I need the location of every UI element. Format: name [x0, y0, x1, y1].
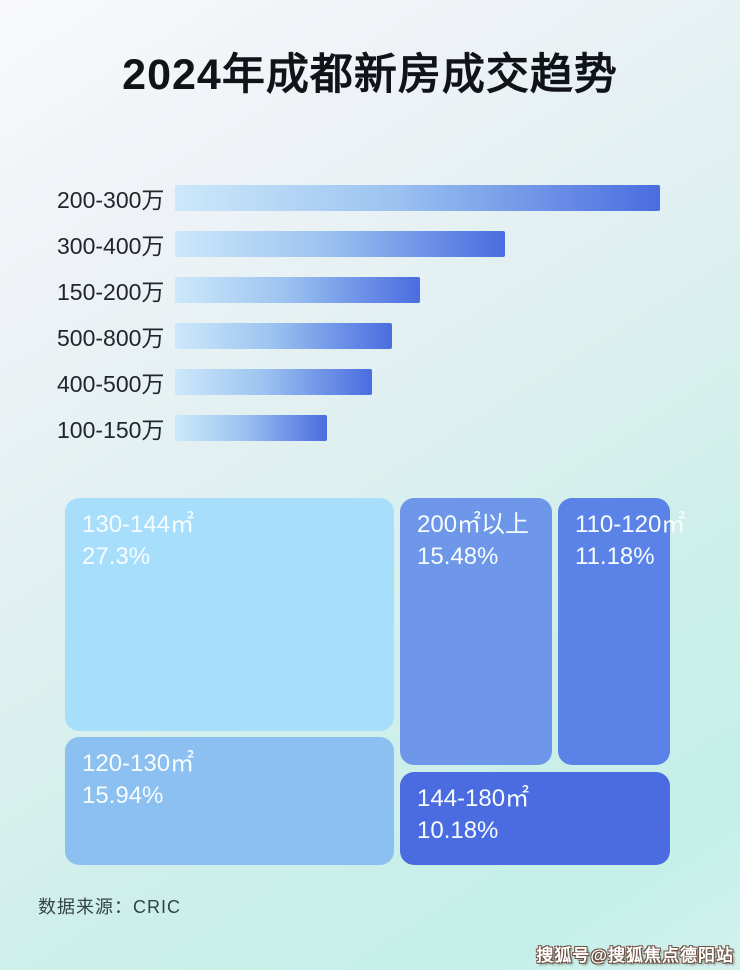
treemap-cell-value: 27.3% [82, 542, 151, 570]
treemap-cell: 200㎡以上 15.48% [400, 498, 552, 765]
bar-category-label: 150-200万 [57, 279, 165, 305]
treemap-cell: 130-144㎡ 27.3% [65, 498, 394, 731]
bar-row: 500-800万 [57, 322, 660, 351]
bar-row: 300-400万 [57, 230, 660, 259]
treemap-cell: 110-120㎡ 11.18% [558, 498, 686, 765]
bar-row: 150-200万 [57, 276, 660, 305]
page-title: 2024年成都新房成交趋势 [122, 51, 618, 99]
bar-category-label: 500-800万 [57, 325, 165, 351]
bar-track [175, 323, 660, 349]
bar-row: 400-500万 [57, 368, 660, 397]
treemap-cell: 144-180㎡ 10.18% [400, 772, 670, 865]
bar-track [175, 231, 660, 257]
treemap-cell-value: 10.18% [417, 816, 499, 844]
area-size-treemap: 130-144㎡ 27.3% 200㎡以上 15.48% 110-120㎡ 11… [65, 498, 686, 865]
bar-track [175, 185, 660, 211]
bar [175, 369, 373, 395]
treemap-cell: 120-130㎡ 15.94% [65, 737, 394, 865]
treemap-cell-label: 144-180㎡ [417, 785, 530, 812]
bar-category-label: 300-400万 [57, 233, 165, 259]
bar [175, 323, 393, 349]
bar [175, 415, 328, 441]
data-source-label: 数据来源：CRIC [38, 897, 181, 917]
bar [175, 231, 505, 257]
treemap-cell-value: 11.18% [575, 542, 655, 570]
bar-category-label: 100-150万 [57, 417, 165, 443]
bar-category-label: 200-300万 [57, 187, 165, 213]
watermark: 搜狐号@搜狐焦点德阳站 [536, 946, 734, 965]
bar [175, 277, 420, 303]
treemap-cell-value: 15.94% [82, 781, 164, 809]
bar-track [175, 369, 660, 395]
treemap-cell-value: 15.48% [417, 542, 499, 570]
bar-track [175, 277, 660, 303]
bar-row: 100-150万 [57, 414, 660, 443]
bar-track [175, 415, 660, 441]
treemap-cell-label: 130-144㎡ [82, 511, 195, 538]
treemap-cell-label: 110-120㎡ [575, 511, 686, 538]
bar [175, 185, 660, 211]
bar-row: 200-300万 [57, 184, 660, 213]
treemap-cell-label: 120-130㎡ [82, 750, 195, 777]
bar-category-label: 400-500万 [57, 371, 165, 397]
treemap-cell-label: 200㎡以上 [417, 511, 530, 538]
price-range-bar-chart: 200-300万 300-400万 150-200万 500-800万 400-… [57, 184, 660, 460]
